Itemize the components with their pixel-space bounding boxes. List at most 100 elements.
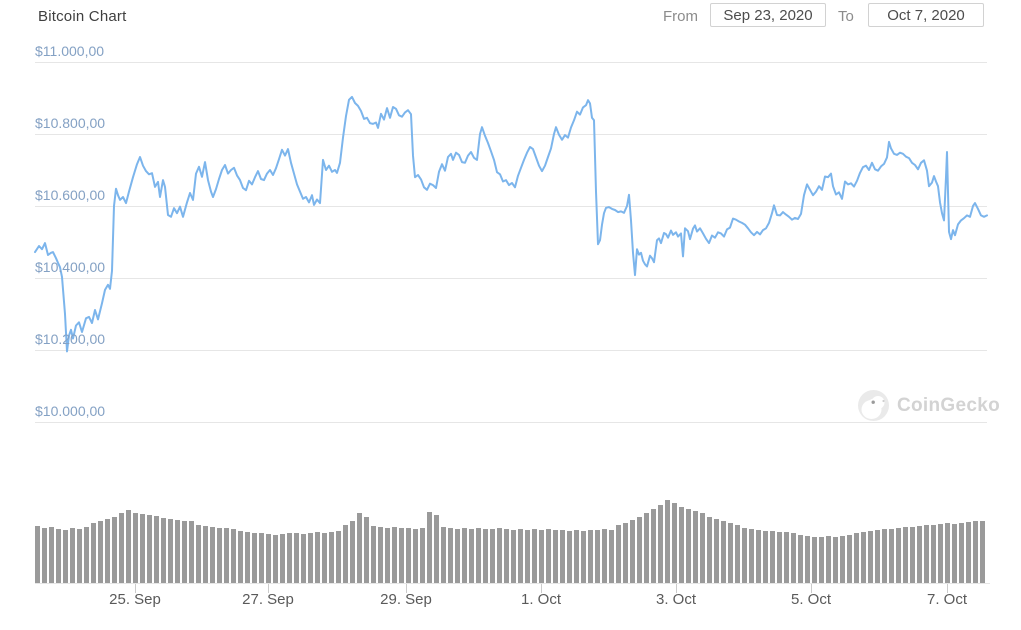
- volume-bar: [329, 532, 334, 583]
- volume-bar: [546, 529, 551, 583]
- x-axis-label: 25. Sep: [109, 591, 161, 608]
- volume-bar: [791, 533, 796, 583]
- y-axis-label: $10.800,00: [35, 115, 106, 131]
- x-axis-label: 29. Sep: [380, 591, 432, 608]
- volume-bar: [294, 533, 299, 583]
- volume-bar: [203, 526, 208, 583]
- volume-bar: [938, 524, 943, 583]
- y-axis-label: $10.600,00: [35, 187, 106, 203]
- volume-bar: [532, 529, 537, 583]
- y-axis-label: $10.400,00: [35, 259, 106, 275]
- volume-bar: [651, 509, 656, 583]
- volume-bar: [105, 519, 110, 583]
- volume-bar: [966, 522, 971, 583]
- volume-bar: [112, 517, 117, 583]
- volume-bar: [98, 521, 103, 583]
- volume-bar: [798, 535, 803, 583]
- volume-bar: [483, 529, 488, 583]
- volume-bar: [742, 528, 747, 583]
- volume-bar: [350, 521, 355, 583]
- volume-bar: [917, 526, 922, 583]
- volume-bar: [434, 515, 439, 583]
- volume-bar: [308, 533, 313, 583]
- volume-bar: [896, 528, 901, 583]
- volume-bar: [840, 536, 845, 583]
- volume-bar: [539, 530, 544, 583]
- volume-bar: [854, 533, 859, 583]
- volume-bar: [749, 529, 754, 583]
- volume-bar: [126, 510, 131, 583]
- volume-bar: [322, 533, 327, 583]
- volume-bar: [371, 526, 376, 583]
- volume-bar: [973, 521, 978, 583]
- volume-bar: [952, 524, 957, 583]
- volume-bar: [728, 523, 733, 583]
- volume-bar: [476, 528, 481, 583]
- volume-bar: [70, 528, 75, 583]
- x-axis-label: 1. Oct: [520, 591, 561, 608]
- volume-bar: [889, 529, 894, 583]
- volume-bar: [161, 518, 166, 583]
- volume-bar: [413, 529, 418, 583]
- volume-bar: [637, 517, 642, 583]
- volume-bar: [455, 529, 460, 583]
- volume-bar: [301, 534, 306, 583]
- volume-bar: [140, 514, 145, 583]
- volume-bar: [581, 531, 586, 583]
- volume-bar: [49, 527, 54, 583]
- volume-bar: [658, 505, 663, 583]
- volume-bar: [616, 525, 621, 583]
- volume-bar: [777, 532, 782, 583]
- volume-bar: [819, 537, 824, 583]
- volume-bar: [595, 530, 600, 583]
- to-label: To: [838, 8, 854, 25]
- volume-bar: [56, 529, 61, 583]
- volume-bar: [259, 533, 264, 583]
- volume-bar: [42, 528, 47, 583]
- volume-bar: [280, 534, 285, 583]
- volume-bar: [693, 511, 698, 583]
- volume-bar: [448, 528, 453, 583]
- from-date-input[interactable]: [710, 3, 826, 27]
- volume-bar: [875, 530, 880, 583]
- volume-bar: [630, 520, 635, 583]
- volume-bar: [427, 512, 432, 583]
- volume-bar: [602, 529, 607, 583]
- volume-bar: [882, 529, 887, 583]
- volume-bar: [714, 519, 719, 583]
- volume-bar: [175, 520, 180, 583]
- volume-bar: [945, 523, 950, 583]
- to-date-input[interactable]: [868, 3, 984, 27]
- volume-bar: [287, 533, 292, 583]
- volume-bar: [224, 528, 229, 583]
- volume-bar: [567, 531, 572, 583]
- volume-bar: [812, 537, 817, 583]
- volume-bar: [525, 530, 530, 583]
- volume-bar: [833, 537, 838, 583]
- volume-bar: [133, 513, 138, 583]
- x-axis-label: 5. Oct: [790, 591, 831, 608]
- volume-bar: [266, 534, 271, 583]
- volume-bar: [84, 527, 89, 583]
- volume-bar: [336, 531, 341, 583]
- volume-bar: [469, 529, 474, 583]
- volume-bar: [385, 528, 390, 583]
- price-line: [34, 95, 988, 353]
- page-title: Bitcoin Chart: [38, 8, 127, 25]
- volume-bar: [931, 525, 936, 583]
- volume-bar: [784, 532, 789, 583]
- volume-bar: [399, 528, 404, 583]
- volume-bar: [497, 528, 502, 583]
- volume-bar: [343, 525, 348, 583]
- from-label: From: [663, 8, 698, 25]
- volume-bar: [147, 515, 152, 583]
- volume-bar: [420, 528, 425, 583]
- watermark-text: CoinGecko: [897, 394, 1000, 416]
- volume-bar: [315, 532, 320, 583]
- volume-bar: [245, 532, 250, 583]
- volume-bar: [980, 521, 985, 583]
- volume-bar: [210, 527, 215, 583]
- gecko-icon: [858, 390, 889, 421]
- volume-bar: [623, 523, 628, 583]
